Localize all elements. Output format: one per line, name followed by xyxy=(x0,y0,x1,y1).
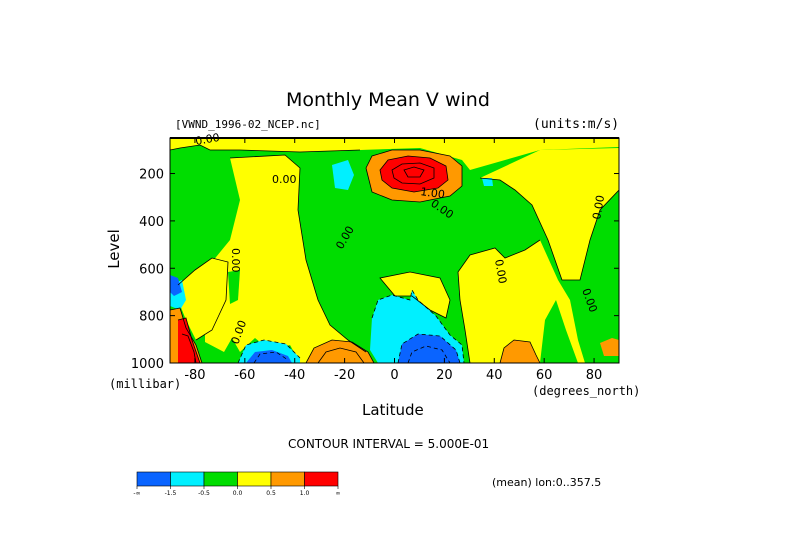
legend-level-label: -0.5 xyxy=(198,490,210,497)
legend-group: -∞ -1.5 -0.5 0.0 0.5 1.0 ∞ xyxy=(133,471,341,497)
contour-line-east-surface xyxy=(499,339,541,363)
contour-line-tropical-outer xyxy=(371,288,465,363)
y-axis-label: Level xyxy=(104,229,123,269)
legend-swatch xyxy=(170,471,205,487)
contour-line-zero-b xyxy=(457,239,541,363)
contour-line-zero-c xyxy=(479,177,619,281)
region-note: (mean) lon:0..357.5 xyxy=(492,476,602,489)
legend-swatch xyxy=(136,471,171,487)
contour-label: 0.00 xyxy=(229,248,242,273)
y-tick-label: 600 xyxy=(139,262,164,277)
field-yellow-east-upper xyxy=(480,148,619,280)
legend-level-label: 0.0 xyxy=(233,490,243,497)
contour-line-zero-d xyxy=(170,144,361,153)
field-yellow-top-strip xyxy=(170,138,619,170)
legend-level-label: -∞ xyxy=(133,490,140,497)
contour-label: 0.00 xyxy=(194,131,220,148)
x-tick-label: 40 xyxy=(486,368,503,383)
x-tick-label: 80 xyxy=(586,368,603,383)
y-tick-label: 1000 xyxy=(131,357,164,372)
x-tick-label: -20 xyxy=(334,368,355,383)
field-orange-east-surface xyxy=(500,340,540,363)
dataset-label: [VWND_1996-02_NCEP.nc] xyxy=(175,118,321,131)
legend-level-label: -1.5 xyxy=(165,490,177,497)
y-tick-group: 200 400 600 800 1000 xyxy=(131,168,619,372)
contour-interval-note: CONTOUR INTERVAL = 5.000E-01 xyxy=(288,437,490,451)
field-blue-sw xyxy=(170,275,182,296)
legend-swatch xyxy=(203,471,238,487)
field-yellow-subtropics-south xyxy=(205,155,370,363)
contour-label: 1.00 xyxy=(420,185,446,201)
contour-line-subtropical-inner xyxy=(317,347,365,363)
contour-line-zero-a xyxy=(229,154,367,353)
contour-label: 0.00 xyxy=(492,258,509,284)
y-tick-label: 800 xyxy=(139,310,164,325)
contour-line-zero-e xyxy=(379,271,451,319)
legend-level-label: 0.5 xyxy=(266,490,276,497)
field-green-island-a xyxy=(228,270,240,304)
field-orange-east-small xyxy=(600,338,619,356)
x-tick-label: -40 xyxy=(284,368,305,383)
contour-line-jet-peak xyxy=(403,166,425,178)
x-tick-label: -80 xyxy=(184,368,205,383)
field-blue-south xyxy=(246,350,292,363)
field-yellow-east xyxy=(458,148,619,363)
contour-line-sw-c xyxy=(181,333,197,363)
legend-swatch xyxy=(270,471,305,487)
contour-line-sw-b xyxy=(177,317,201,363)
contour-line-subtropical-outer xyxy=(305,339,375,363)
contour-line-jet-core xyxy=(391,162,435,185)
field-cyan-small xyxy=(482,178,493,186)
contour-line-south-outer xyxy=(237,339,301,363)
y-tick-label: 400 xyxy=(139,215,164,230)
x-tick-group: -80 -60 -40 -20 0 20 40 60 80 xyxy=(184,138,602,383)
contour-lines xyxy=(170,144,619,363)
x-tick-label: 0 xyxy=(390,368,398,383)
legend-swatch xyxy=(304,471,339,487)
field-yellow-sw xyxy=(178,258,228,340)
field-green-island-b xyxy=(330,290,342,302)
legend-level-label: ∞ xyxy=(336,490,341,497)
contour-line-tropical-inner xyxy=(397,333,461,363)
field-red-jet xyxy=(380,156,448,192)
x-axis-units: (degrees_north) xyxy=(532,384,641,398)
y-axis-units: (millibar) xyxy=(109,377,182,391)
x-tick-label: -60 xyxy=(234,368,255,383)
chart-title: Monthly Mean V wind xyxy=(286,89,490,111)
field-red-sw xyxy=(178,318,200,363)
x-axis-label: Latitude xyxy=(362,401,424,419)
contour-line-jet-inner xyxy=(379,155,449,193)
contour-line-sw-a xyxy=(170,307,203,363)
legend-level-label: 1.0 xyxy=(300,490,310,497)
x-tick-label: 20 xyxy=(436,368,453,383)
x-tick-label: 60 xyxy=(536,368,553,383)
contour-line-tropical-core xyxy=(407,345,451,363)
plot-fields xyxy=(170,138,619,363)
contour-line-jet-outer xyxy=(365,149,463,203)
contour-line-zero-f xyxy=(177,257,229,341)
y-tick-label: 200 xyxy=(139,168,164,183)
field-cyan-stratosphere xyxy=(332,160,354,190)
field-blue-tropics xyxy=(398,334,460,363)
contour-label: 0.00 xyxy=(272,173,297,186)
legend-swatch xyxy=(237,471,272,487)
units-label: (units:m/s) xyxy=(533,117,620,132)
contour-label: 0.00 xyxy=(590,194,607,220)
